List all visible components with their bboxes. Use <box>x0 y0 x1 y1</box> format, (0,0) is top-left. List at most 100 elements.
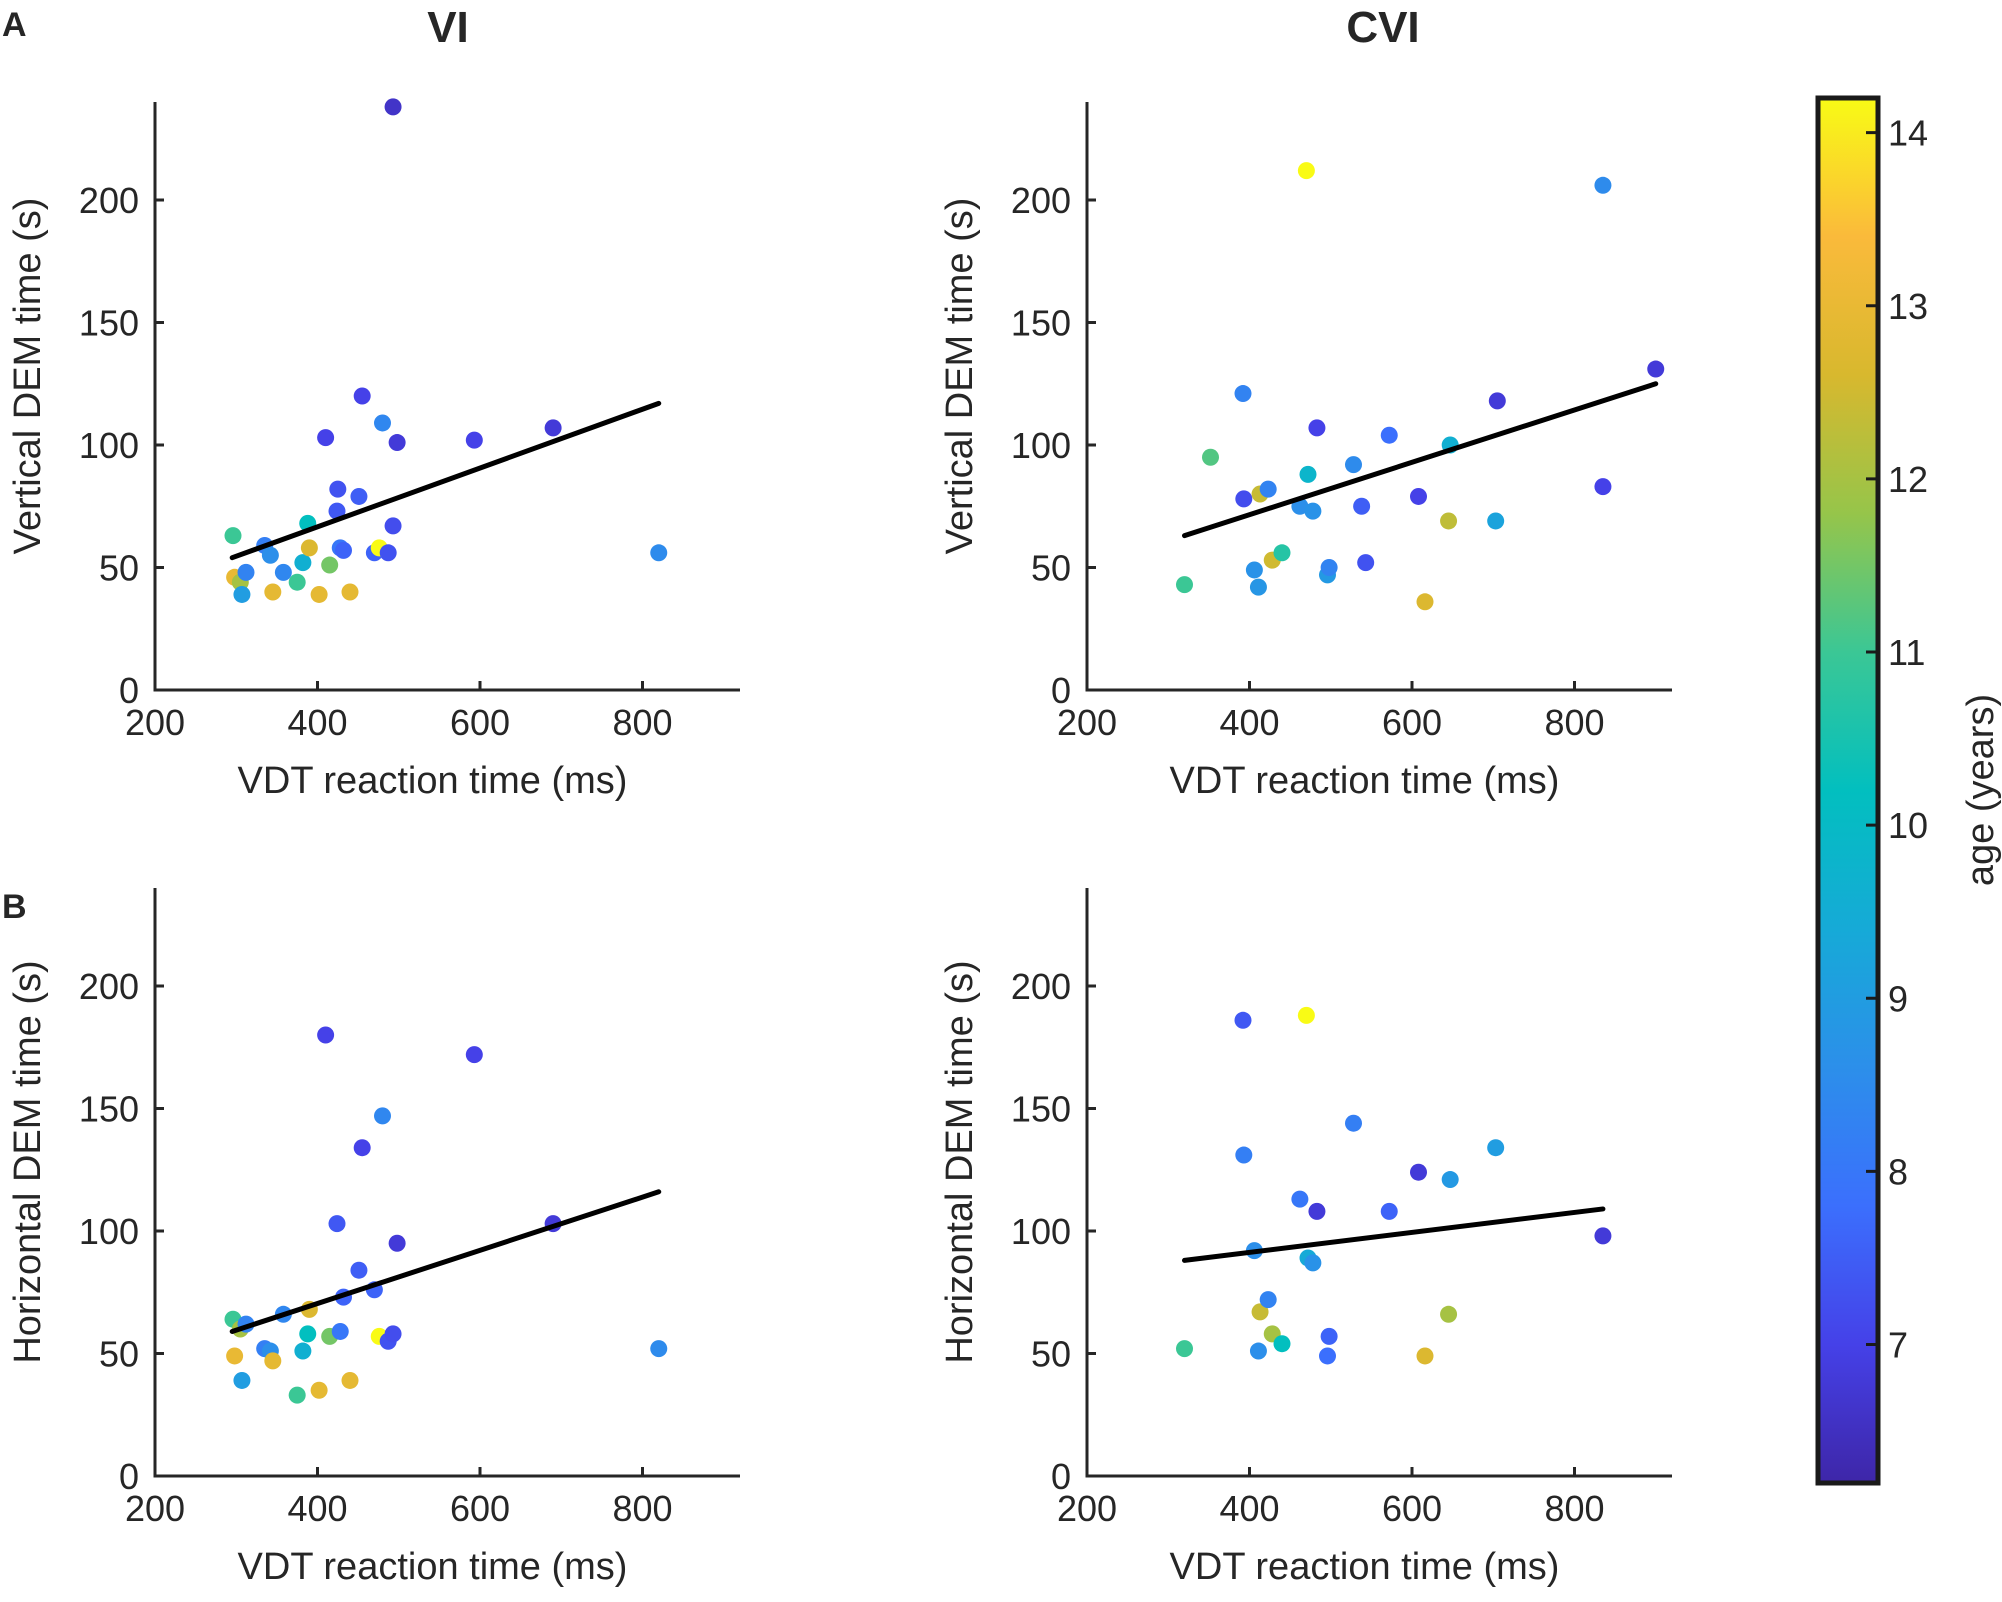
data-point <box>384 1325 402 1343</box>
data-point <box>237 563 255 581</box>
data-point <box>1416 593 1434 611</box>
y-tick-label: 0 <box>119 1456 139 1497</box>
data-point <box>233 1371 251 1389</box>
data-point <box>1176 576 1193 594</box>
panel-letter-a: A <box>2 6 27 44</box>
axis-lines <box>1085 888 1672 1478</box>
data-point <box>1291 1190 1309 1208</box>
data-point <box>374 1107 391 1125</box>
panel-letter-b: B <box>2 888 27 926</box>
data-point <box>353 1139 371 1157</box>
y-tick-label: 150 <box>79 303 139 344</box>
data-point <box>341 1371 359 1389</box>
regression-line <box>1182 1206 1606 1263</box>
data-point <box>1380 1202 1398 1220</box>
y-tick-label: 150 <box>79 1089 139 1130</box>
x-axis-label: VDT reaction time (ms) <box>238 760 628 802</box>
data-point <box>1410 487 1427 505</box>
data-point <box>1297 1006 1315 1024</box>
y-tick-label: 200 <box>79 180 139 221</box>
data-point <box>331 1322 349 1340</box>
data-point <box>1320 559 1338 576</box>
x-tick-label: 400 <box>287 702 347 743</box>
x-tick-label: 800 <box>612 702 672 743</box>
regression-line <box>1182 381 1659 539</box>
data-point <box>1299 465 1317 483</box>
data-point <box>1487 1139 1505 1157</box>
regression-line <box>229 1189 662 1334</box>
data-point <box>1304 1254 1322 1272</box>
y-tick-label: 100 <box>1011 425 1071 466</box>
data-point <box>1251 1303 1269 1321</box>
colorbar-tick-label: 8 <box>1888 1151 1908 1192</box>
data-point <box>321 556 339 574</box>
data-point <box>1234 1011 1252 1029</box>
data-point <box>1273 1335 1291 1353</box>
x-axis-label: VDT reaction time (ms) <box>1170 760 1560 802</box>
y-tick-label: 100 <box>79 425 139 466</box>
y-tick-label: 200 <box>1011 180 1071 221</box>
data-point <box>1235 490 1253 508</box>
x-tick-label: 200 <box>1057 1488 1117 1529</box>
data-point <box>1441 1171 1459 1189</box>
data-point <box>1594 1227 1612 1245</box>
data-point <box>1345 1114 1362 1132</box>
data-point <box>350 1261 368 1279</box>
colorbar-tick-label: 7 <box>1888 1325 1908 1366</box>
data-point <box>1416 1347 1434 1365</box>
y-axis-label: Vertical DEM time (s) <box>939 198 981 555</box>
data-point <box>1319 1347 1336 1365</box>
data-point <box>1380 426 1398 444</box>
data-point <box>465 1046 483 1064</box>
data-point <box>264 583 282 601</box>
colorbar-tick-label: 14 <box>1888 113 1928 154</box>
colorbar-label: age (years) <box>1960 694 2002 886</box>
y-tick-label: 50 <box>99 548 139 589</box>
data-point <box>1304 502 1322 520</box>
data-point <box>1647 360 1665 378</box>
y-axis-label: Horizontal DEM time (s) <box>7 960 49 1363</box>
y-tick-label: 150 <box>1011 303 1071 344</box>
x-tick-label: 600 <box>1382 702 1442 743</box>
x-tick-label: 600 <box>450 1488 510 1529</box>
data-point <box>1487 512 1505 530</box>
y-tick-label: 0 <box>119 670 139 711</box>
y-tick-label: 50 <box>1031 548 1071 589</box>
data-point <box>650 1340 668 1358</box>
x-tick-label: 200 <box>125 1488 185 1529</box>
scatter-panel-cvi-horizontal: 200 400 600 800 0 50 100 150 200 VDT reaction tim… <box>939 888 1672 1588</box>
x-tick-label: 200 <box>1057 702 1117 743</box>
data-point <box>288 1386 306 1404</box>
y-tick-label: 0 <box>1051 1456 1071 1497</box>
x-tick-label: 800 <box>1544 1488 1604 1529</box>
scatter-panel-cvi-vertical: 200 400 600 800 0 50 100 150 200 VDT reaction tim… <box>939 102 1672 802</box>
data-point <box>388 1234 406 1252</box>
data-point <box>233 585 251 603</box>
data-point <box>1202 448 1219 466</box>
data-point <box>650 544 668 562</box>
data-point <box>317 429 335 447</box>
y-tick-label: 100 <box>79 1211 139 1252</box>
data-point <box>328 1215 346 1233</box>
y-tick-label: 50 <box>1031 1334 1071 1375</box>
x-tick-label: 800 <box>612 1488 672 1529</box>
data-point <box>300 539 318 557</box>
data-point <box>1259 480 1277 498</box>
data-point <box>1410 1163 1427 1181</box>
data-point <box>1273 544 1291 562</box>
y-tick-label: 50 <box>99 1334 139 1375</box>
data-point <box>350 487 368 505</box>
data-point <box>1353 497 1371 515</box>
y-axis-label: Horizontal DEM time (s) <box>939 960 981 1363</box>
data-point <box>224 527 242 545</box>
colorbar-gradient <box>1815 95 1881 1486</box>
data-point <box>1297 162 1315 180</box>
y-axis-label: Vertical DEM time (s) <box>7 198 49 555</box>
data-point <box>299 1325 317 1343</box>
data-point <box>1357 554 1375 572</box>
column-title-cvi: CVI <box>1346 3 1419 52</box>
data-point <box>335 541 352 559</box>
x-tick-label: 800 <box>1544 702 1604 743</box>
data-point <box>1320 1327 1338 1345</box>
